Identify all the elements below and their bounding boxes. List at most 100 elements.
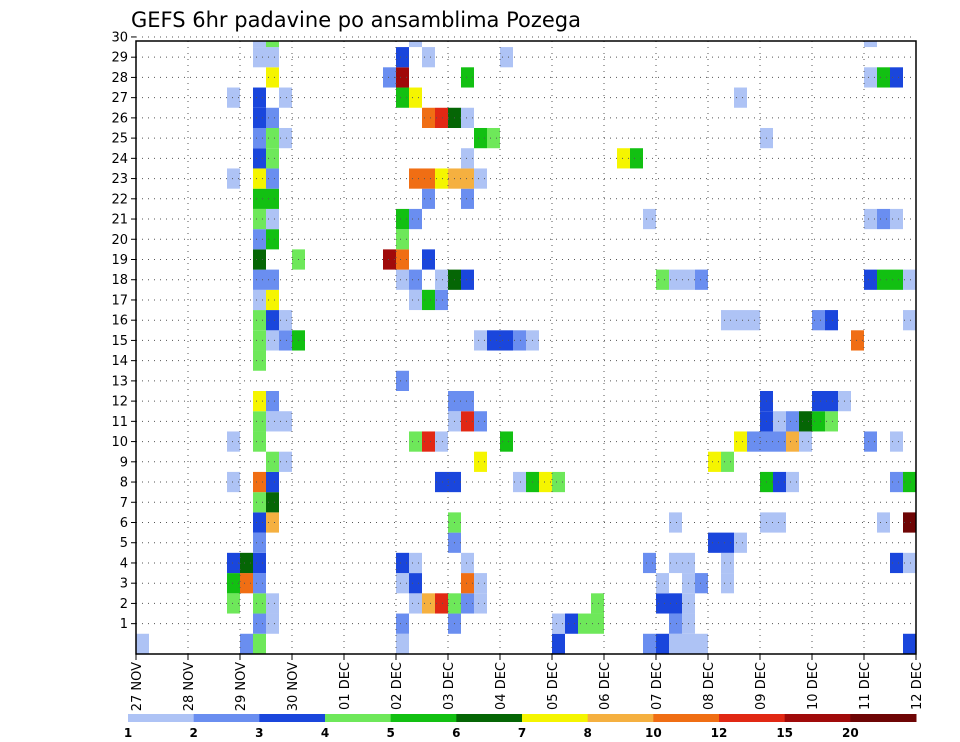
y-tick-label: 2 [120, 597, 128, 612]
heatmap-cell [396, 47, 409, 68]
heatmap-cell [240, 552, 253, 574]
heatmap-cell [695, 269, 708, 290]
y-tick-label: 10 [111, 435, 128, 450]
heatmap-cell [474, 168, 487, 189]
heatmap-cell [266, 41, 279, 48]
x-tick-label: 01 DEC [338, 662, 353, 710]
x-tick-label: 07 DEC [650, 662, 665, 710]
y-tick-label: 20 [111, 233, 128, 248]
heatmap-cell [409, 552, 422, 574]
heatmap-cell [266, 47, 279, 68]
y-tick-label: 9 [120, 455, 128, 470]
heatmap-cell [279, 451, 292, 472]
heatmap-cell [396, 552, 409, 574]
y-tick-label: 28 [111, 71, 128, 86]
heatmap-cell [474, 573, 487, 594]
heatmap-cell [812, 391, 825, 412]
heatmap-cell [409, 289, 422, 311]
heatmap-cell [656, 593, 669, 614]
heatmap-cell [903, 633, 916, 654]
heatmap-cell [461, 593, 474, 614]
heatmap-cell [500, 431, 513, 452]
heatmap-cell [734, 532, 747, 553]
legend-swatch [128, 714, 195, 722]
heatmap-cell [890, 269, 903, 290]
heatmap-cell [227, 471, 240, 493]
heatmap-cell [396, 613, 409, 634]
y-tick-label: 30 [111, 30, 128, 45]
heatmap-cell [253, 512, 266, 533]
legend-label: 6 [452, 726, 460, 740]
y-tick-label: 22 [111, 192, 128, 207]
heatmap-cell [864, 41, 877, 48]
heatmap-cell [253, 411, 266, 432]
heatmap-cell [669, 512, 682, 533]
grid-lines [136, 36, 916, 654]
y-tick-label: 5 [120, 536, 128, 551]
heatmap-cell [734, 431, 747, 452]
y-tick-label: 19 [111, 253, 128, 268]
heatmap-cell [565, 613, 578, 634]
legend-label: 7 [518, 726, 526, 740]
heatmap-cell [396, 633, 409, 654]
heatmap-cell [409, 208, 422, 230]
heatmap-cell [266, 593, 279, 614]
heatmap-cell [877, 208, 890, 230]
heatmap-cell [721, 532, 734, 553]
heatmap-cell [721, 451, 734, 472]
heatmap-cell [422, 431, 435, 452]
heatmap-cell [409, 269, 422, 290]
heatmap-cell [266, 229, 279, 250]
heatmap-cell [253, 573, 266, 594]
heatmap-cell [253, 593, 266, 614]
heatmap-cell [240, 573, 253, 594]
heatmap-cell [669, 613, 682, 634]
y-tick-label: 1 [120, 617, 128, 632]
y-tick-label: 14 [111, 354, 128, 369]
heatmap-cell [500, 47, 513, 68]
heatmap-cell [227, 168, 240, 189]
heatmap-cell [253, 471, 266, 493]
heatmap-cell [890, 431, 903, 452]
legend-label: 10 [645, 726, 662, 740]
heatmap-cell [409, 87, 422, 108]
chart-title: GEFS 6hr padavine po ansamblima Pozega [131, 8, 581, 32]
y-tick-label: 6 [120, 516, 128, 531]
heatmap-cell [266, 613, 279, 634]
heatmap-cell [474, 330, 487, 351]
heatmap-cell [422, 249, 435, 270]
legend: 1 2 3 4 5 6 7 8 10 12 15 20 [124, 714, 917, 740]
heatmap-cell [695, 633, 708, 654]
heatmap-cell [591, 593, 604, 614]
legend-swatch [193, 714, 260, 722]
x-tick-label: 03 DEC [442, 662, 457, 710]
heatmap-cell [422, 107, 435, 128]
heatmap-cell [279, 127, 292, 149]
heatmap-cell [773, 471, 786, 493]
heatmap-cell [734, 87, 747, 108]
heatmap-cell [461, 411, 474, 432]
heatmap-cell [630, 148, 643, 169]
heatmap-cell [721, 310, 734, 331]
heatmap-cell [864, 431, 877, 452]
heatmap-cell [539, 471, 552, 493]
heatmap-cell [461, 148, 474, 169]
heatmap-cell [500, 330, 513, 351]
heatmap-cell [253, 330, 266, 351]
x-tick-label: 10 DEC [806, 662, 821, 710]
heatmap-cell [396, 573, 409, 594]
heatmap-cell [266, 208, 279, 230]
x-tick-label: 27 NOV [130, 662, 145, 711]
heatmap-cell [383, 67, 396, 88]
heatmap-cell [253, 289, 266, 311]
y-tick-label: 29 [111, 51, 128, 66]
heatmap-cells [136, 41, 916, 654]
heatmap-cell [799, 431, 812, 452]
heatmap-cell [253, 41, 266, 48]
y-tick-label: 13 [111, 374, 128, 389]
heatmap-cell [890, 471, 903, 493]
heatmap-cell [253, 310, 266, 331]
heatmap-cell [253, 229, 266, 250]
heatmap-cell [227, 573, 240, 594]
heatmap-cell [409, 168, 422, 189]
